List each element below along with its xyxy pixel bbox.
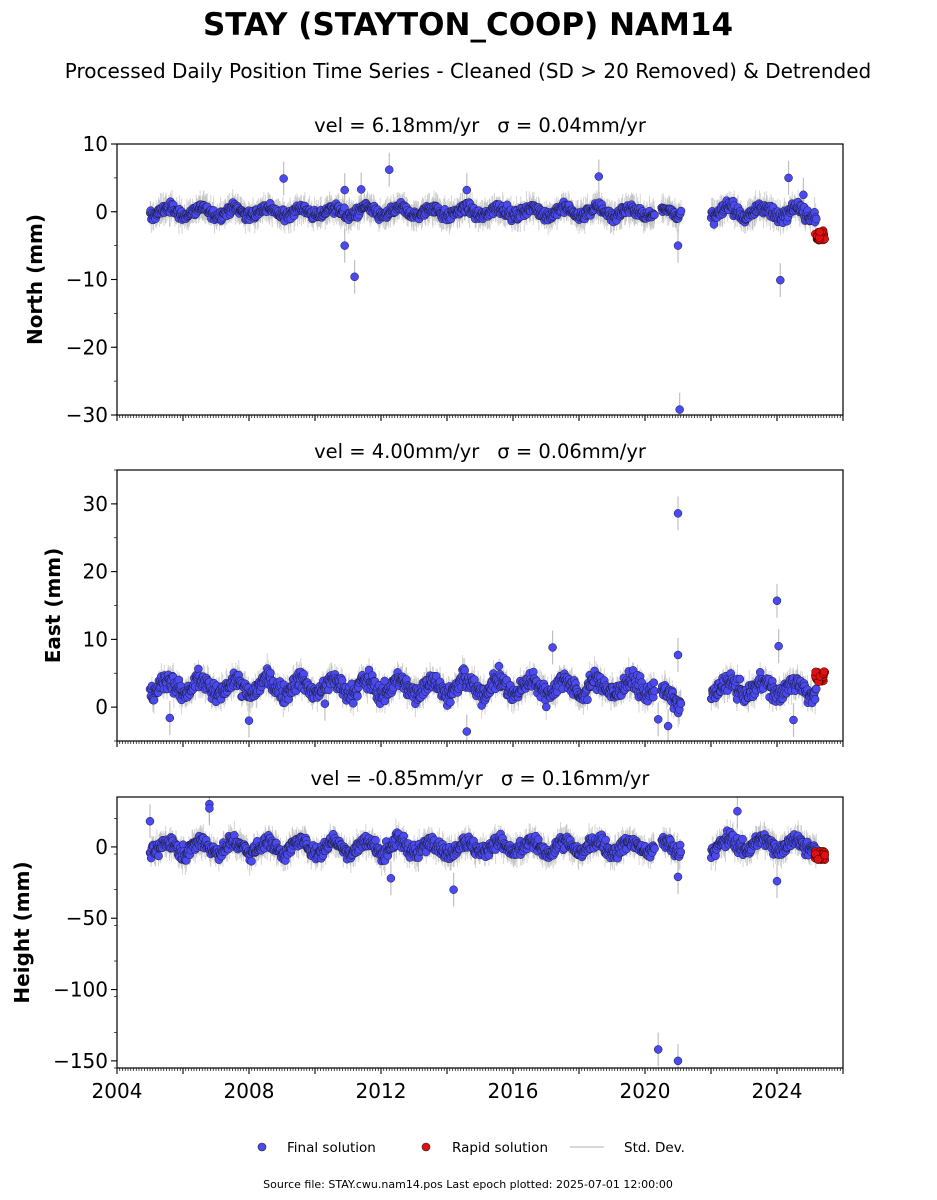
final-point [266,668,275,678]
outlier-point [772,596,782,606]
outlier-point [675,405,684,414]
y-ticks: −30 −20 −10 0 10 [66,132,117,427]
y-tick-label: −30 [66,403,108,427]
final-point [650,210,659,220]
final-point [353,692,362,701]
y-tick-label: 10 [83,132,108,156]
y-tick-label: −10 [66,268,108,292]
y-tick-label: 0 [95,200,108,224]
figure-title: STAY (STAYTON_COOP) NAM14 [203,7,733,43]
vel-label: vel = 6.18mm/yr [314,114,480,137]
outlier-point [789,715,798,725]
final-point [735,674,745,684]
final-point [460,666,469,675]
panel-1: −30 −20 −10 0 10 vel = 6.18mm/yr σ = 0.04mm/yr… [23,114,844,427]
outlier-point [799,190,808,200]
outlier-point [462,185,472,195]
outlier-point [165,713,175,723]
panel-frame [116,143,844,416]
outlier-point [320,699,330,708]
outlier-point [340,185,349,195]
final-point [348,699,358,708]
final-point [676,699,686,708]
panels: −30 −20 −10 0 10 vel = 6.18mm/yr σ = 0.04mm/yr… [10,114,844,1103]
panel-title: vel = 6.18mm/yr σ = 0.04mm/yr [314,114,647,137]
x-ticks [116,415,844,421]
final-point [650,686,659,696]
final-point [494,661,504,671]
outlier-point [244,716,254,725]
figure-subtitle: Processed Daily Position Time Series - C… [65,59,871,83]
final-points [145,509,821,736]
outlier-point [462,727,472,736]
outlier-point [653,715,663,724]
final-point [812,684,821,694]
final-point [541,702,551,712]
outlier-point [548,643,557,652]
final-point [676,206,686,216]
final-point [810,695,820,704]
std-dev-bars [149,152,817,415]
outlier-point [385,165,394,174]
rapid-points [811,667,830,686]
final-point [583,695,592,705]
std-dev-bars [149,496,817,741]
outlier-point [350,272,359,282]
outlier-point [279,174,288,183]
outlier-point [340,241,349,250]
outlier-point [673,241,683,250]
outlier-point [356,185,366,194]
rapid-points [811,226,829,245]
rapid-point [815,227,825,237]
final-point [812,214,821,224]
outlier-point [594,172,604,181]
y-axis-label: North (mm) [23,214,47,345]
outlier-point [663,721,673,731]
outlier-point [673,650,683,660]
final-point [149,695,159,705]
final-points [145,165,821,414]
final-point [194,664,203,674]
y-tick-label: −20 [66,335,108,359]
sigma-label: σ = 0.04mm/yr [497,114,647,137]
outlier-point [673,509,683,518]
final-point [446,697,455,707]
outlier-point [774,641,783,651]
final-point [649,678,659,687]
outlier-point [776,275,785,285]
outlier-point [784,173,793,183]
